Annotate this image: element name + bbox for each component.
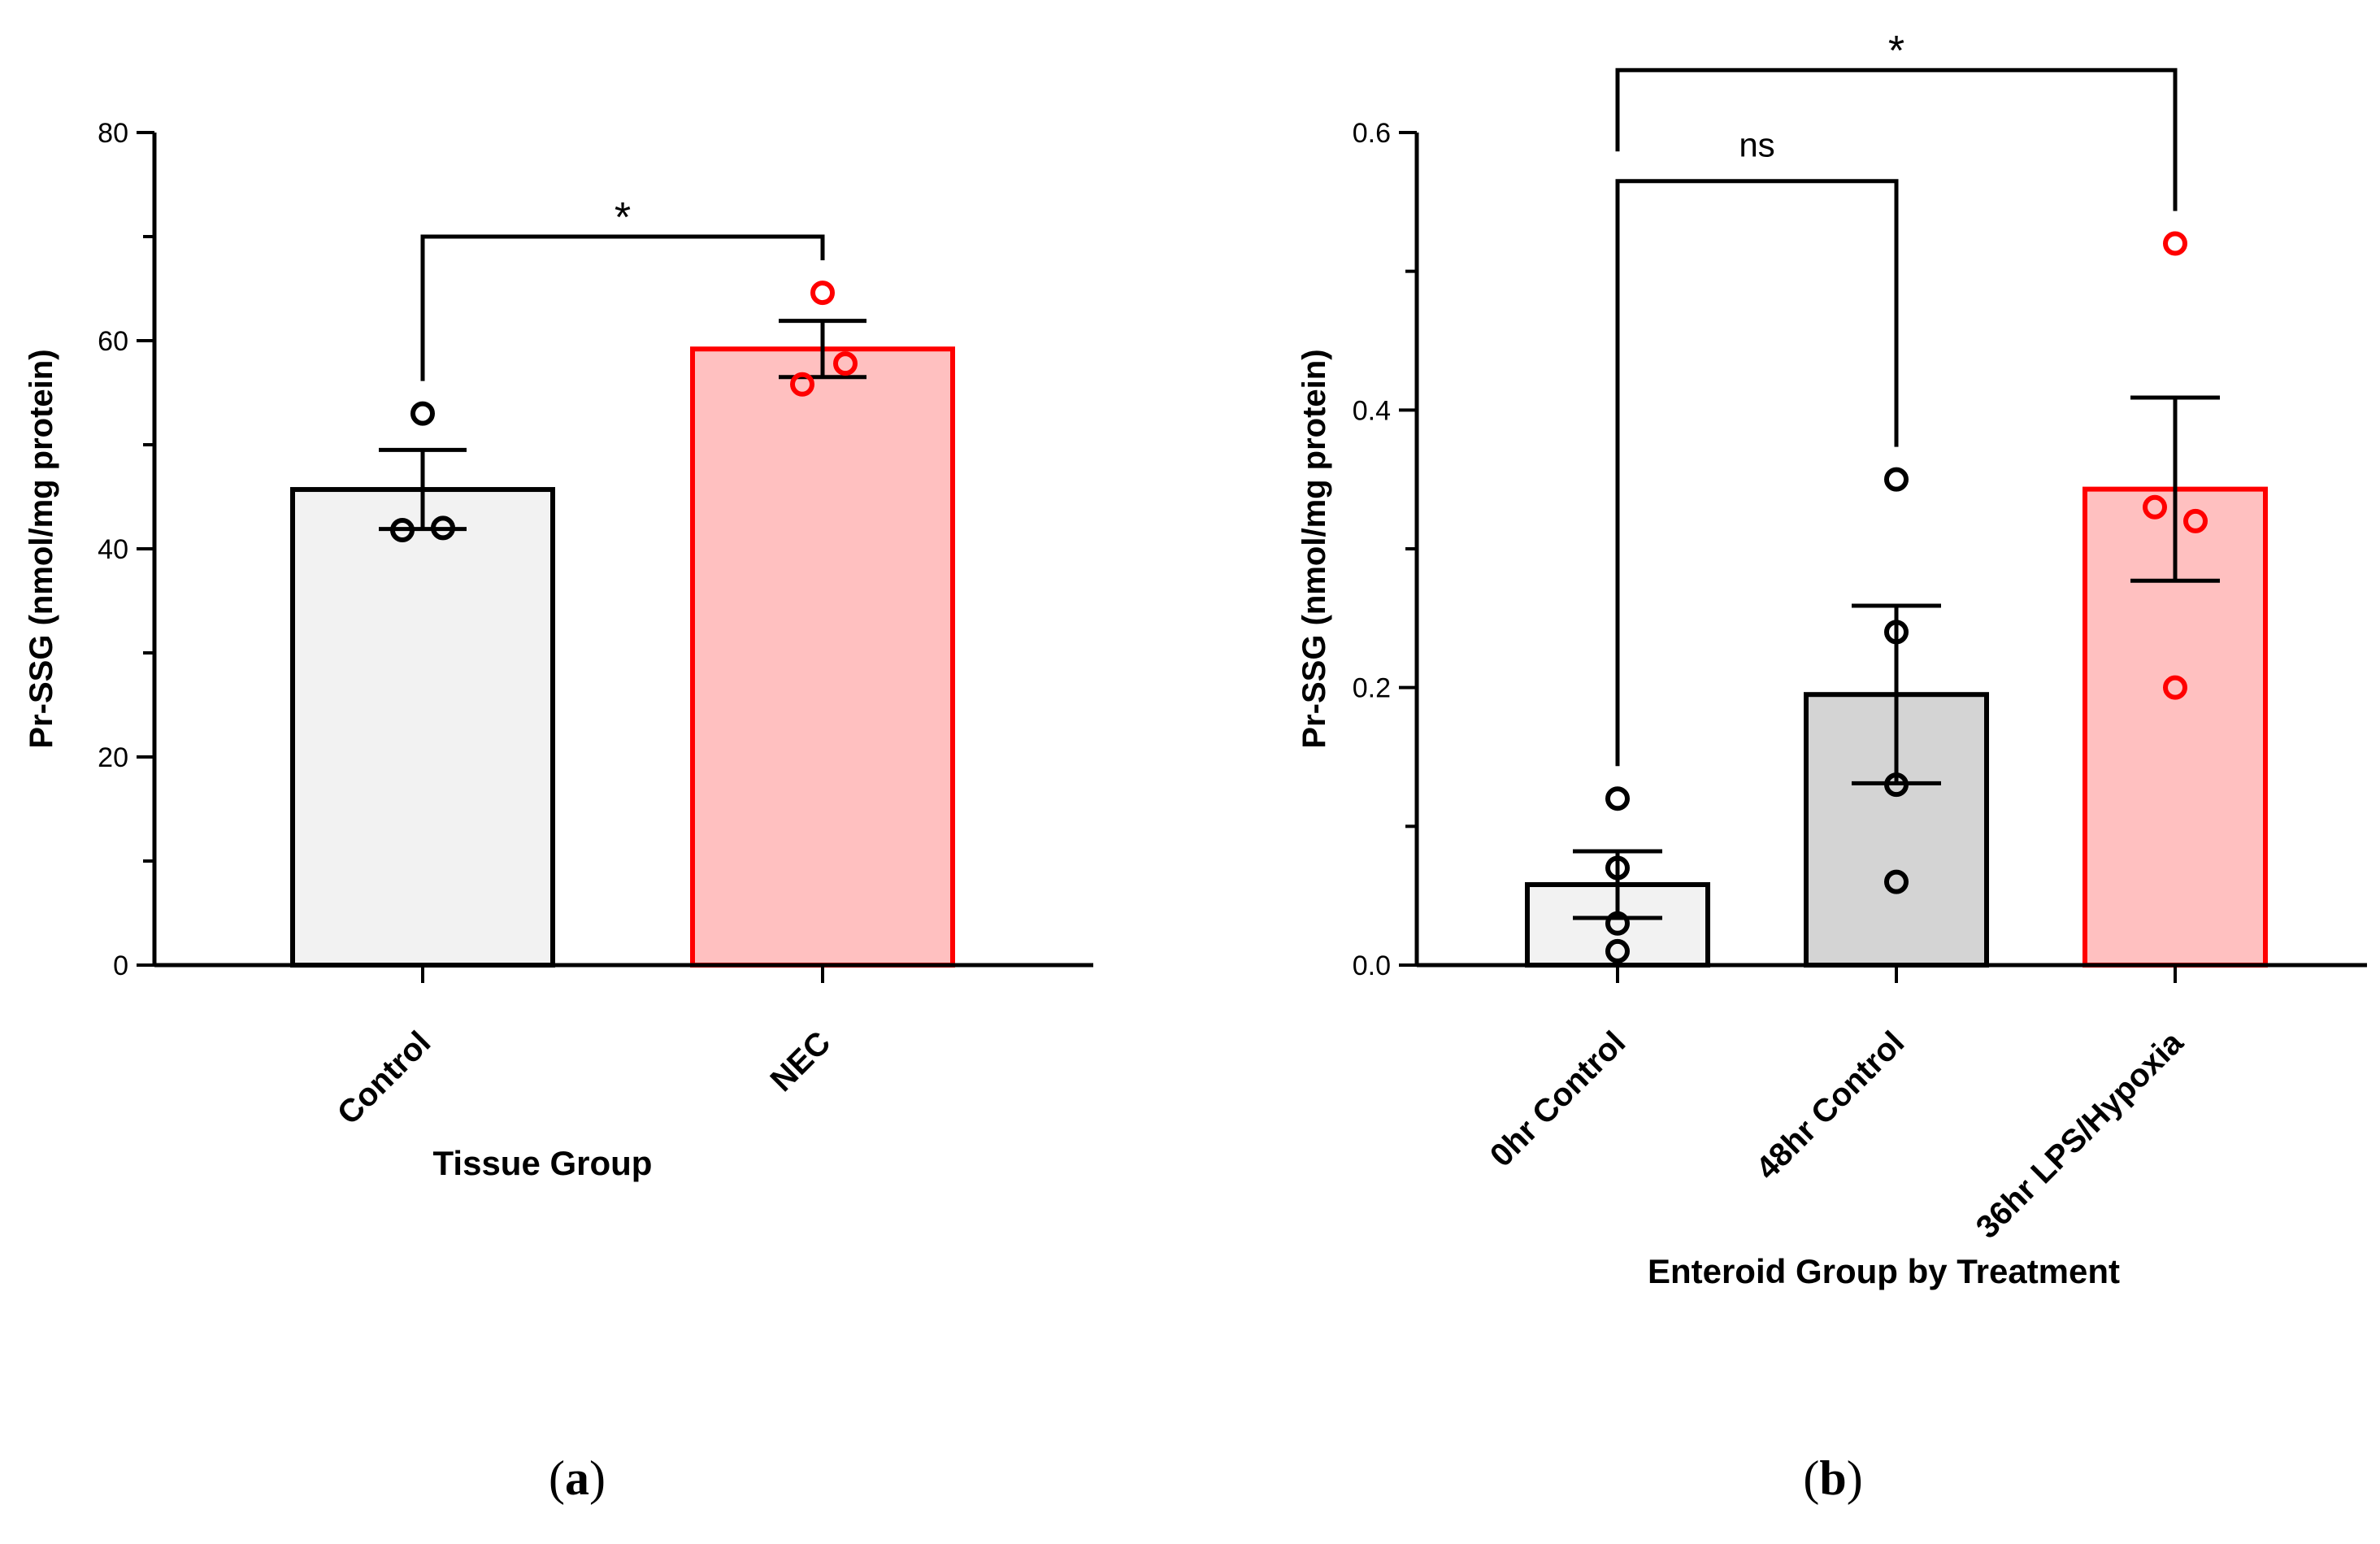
data-point-a-0-1 xyxy=(390,517,415,542)
panel-a-chart: 0 20 40 60 80 Control NEC Pr-SSG (nmol/mg prote… xyxy=(24,118,1093,1505)
bar-a-1 xyxy=(690,346,955,968)
data-point-b-1-1 xyxy=(1884,620,1909,645)
bar-a-0 xyxy=(290,487,555,968)
data-point-b-2-3 xyxy=(2163,675,2187,700)
x-category-label-b-1: 48hr Control xyxy=(1749,1024,1911,1186)
y-axis-label: Pr-SSG (nmol/mg protein) xyxy=(1296,349,1332,748)
significance-bracket-b-0 xyxy=(1615,179,1899,767)
x-category-label-b-2: 36hr LPS/Hypoxia xyxy=(1970,1024,2191,1246)
data-point-a-0-2 xyxy=(431,515,455,541)
data-point-b-0-3 xyxy=(1605,938,1630,963)
data-point-b-0-1 xyxy=(1605,855,1630,881)
data-point-b-0-2 xyxy=(1605,911,1630,936)
data-point-b-2-0 xyxy=(2163,231,2187,256)
panel-label-b: (b) xyxy=(1803,1451,1862,1505)
data-point-a-1-1 xyxy=(833,351,858,376)
panel-label-a: (a) xyxy=(549,1451,606,1505)
y-tick-label: 0.0 xyxy=(1353,950,1391,981)
x-category-label-b-0: 0hr Control xyxy=(1483,1024,1633,1174)
x-axis-label: Enteroid Group by Treatment xyxy=(1648,1252,2120,1290)
y-tick-label: 0.4 xyxy=(1353,395,1391,426)
y-tick-label: 80 xyxy=(98,118,128,149)
data-point-b-1-3 xyxy=(1884,869,1909,894)
data-point-b-1-2 xyxy=(1884,772,1909,798)
y-tick-label: 20 xyxy=(98,742,128,773)
data-point-a-1-0 xyxy=(810,281,835,306)
x-category-label-a-0: Control xyxy=(331,1024,438,1132)
data-point-a-0-0 xyxy=(410,401,435,426)
data-point-b-0-0 xyxy=(1605,786,1630,811)
y-axis-label: Pr-SSG (nmol/mg protein) xyxy=(24,349,59,748)
x-axis-label: Tissue Group xyxy=(433,1144,653,1182)
significance-bracket-a-0 xyxy=(420,234,825,381)
error-bar-b-1 xyxy=(1852,603,1941,785)
data-point-a-1-2 xyxy=(790,372,814,397)
x-category-label-a-1: NEC xyxy=(764,1024,838,1098)
panel-b-chart: 0.0 0.2 0.4 0.6 0hr Control 48hr Control 36hr … xyxy=(1296,28,2367,1505)
y-tick-label: 40 xyxy=(98,534,128,565)
y-tick-label: 60 xyxy=(98,326,128,357)
data-point-b-2-1 xyxy=(2143,494,2167,520)
significance-bracket-b-1 xyxy=(1615,67,2178,211)
y-tick-label: 0 xyxy=(113,950,128,981)
data-point-b-1-0 xyxy=(1884,467,1909,492)
significance-label-b-0: ns xyxy=(1739,126,1774,164)
significance-label-a-0: * xyxy=(615,194,631,241)
y-tick-label: 0.2 xyxy=(1353,673,1391,704)
significance-label-b-1: * xyxy=(1888,28,1904,75)
y-tick-label: 0.6 xyxy=(1353,118,1391,149)
error-bar-b-0 xyxy=(1573,849,1662,920)
error-bar-b-2 xyxy=(2130,395,2220,583)
data-point-b-2-2 xyxy=(2183,508,2208,533)
